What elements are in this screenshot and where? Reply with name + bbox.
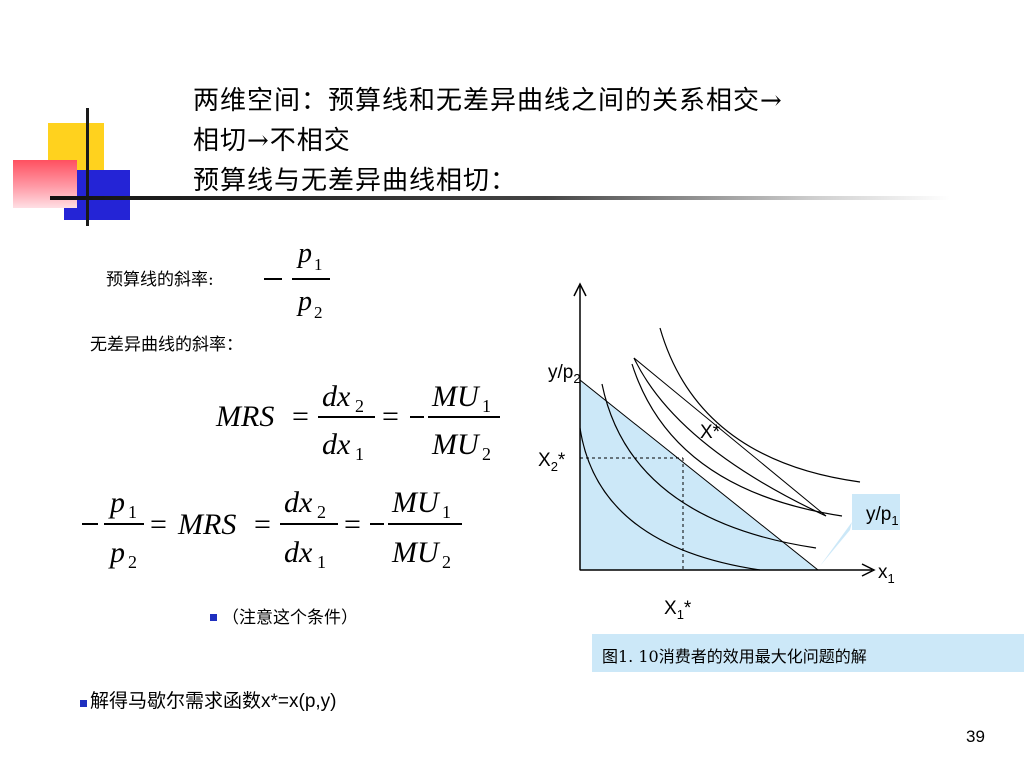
indifference-curve-mid bbox=[631, 363, 843, 517]
svg-text:p: p bbox=[108, 486, 125, 519]
preferred-region bbox=[633, 357, 827, 517]
svg-text:MU: MU bbox=[431, 428, 481, 461]
title-line-2: 相切→不相交 bbox=[193, 126, 351, 156]
svg-text:1: 1 bbox=[128, 502, 137, 522]
utility-max-figure: y/p2 X2* X* y/p1 x1 X1* bbox=[538, 282, 900, 622]
svg-text:1: 1 bbox=[442, 502, 451, 522]
callout-pointer bbox=[820, 522, 852, 566]
svg-text:MU: MU bbox=[391, 486, 441, 519]
svg-text:2: 2 bbox=[442, 552, 451, 572]
svg-text:=: = bbox=[292, 400, 309, 433]
svg-text:2: 2 bbox=[355, 396, 364, 416]
svg-text:=: = bbox=[344, 508, 361, 541]
svg-text:dx: dx bbox=[322, 380, 351, 413]
y-axis-arrow bbox=[573, 282, 587, 297]
budget-slope-label: 预算线的斜率: bbox=[106, 270, 214, 290]
indifference-curve-low bbox=[579, 427, 761, 571]
indifference-curve-high bbox=[659, 327, 861, 483]
figure-caption-box bbox=[592, 634, 1024, 672]
note-text: （注意这个条件） bbox=[222, 608, 358, 628]
logo-vertical-line bbox=[86, 108, 89, 226]
svg-text:dx: dx bbox=[322, 428, 351, 461]
y-axis-label: y/p2 bbox=[548, 362, 581, 386]
svg-text:MRS: MRS bbox=[177, 508, 236, 541]
mrs-formula: MRS = dx 2 dx 1 = MU 1 MU 2 bbox=[215, 380, 500, 464]
svg-text:2: 2 bbox=[317, 502, 326, 522]
svg-text:1: 1 bbox=[314, 255, 323, 274]
svg-text:dx: dx bbox=[284, 486, 313, 519]
svg-text:2: 2 bbox=[128, 552, 137, 572]
red-region-boundary bbox=[633, 357, 827, 517]
bullet-marker bbox=[210, 614, 217, 621]
x1-star-label: X1* bbox=[664, 598, 692, 622]
marshallian-demand-prefix: 解得马歇尔需求函数 bbox=[90, 690, 262, 712]
title-line-1: 两维空间：预算线和无差异曲线之间的关系相交→ bbox=[193, 86, 783, 116]
marshallian-demand-formula: x*=x(p,y) bbox=[261, 691, 337, 712]
svg-text:p: p bbox=[296, 286, 312, 317]
callout-label: y/p1 bbox=[866, 504, 899, 528]
svg-text:p: p bbox=[296, 238, 312, 269]
svg-text:MU: MU bbox=[431, 380, 481, 413]
svg-text:=: = bbox=[150, 508, 167, 541]
indifference-slope-label: 无差异曲线的斜率： bbox=[90, 335, 243, 355]
svg-text:dx: dx bbox=[284, 536, 313, 569]
title-line-3: 预算线与无差异曲线相切： bbox=[193, 166, 518, 196]
indifference-curve-tangent bbox=[601, 383, 817, 549]
bullet-marker bbox=[80, 700, 87, 707]
svg-text:=: = bbox=[254, 508, 271, 541]
logo-red-square bbox=[13, 160, 77, 208]
svg-text:1: 1 bbox=[355, 444, 364, 464]
svg-text:=: = bbox=[382, 400, 399, 433]
svg-text:p: p bbox=[108, 536, 125, 569]
x-axis-label: x1 bbox=[878, 562, 895, 586]
callout-box bbox=[852, 494, 900, 530]
title-underline bbox=[50, 196, 950, 200]
optimum-label: X* bbox=[700, 422, 721, 443]
page-number: 39 bbox=[966, 727, 985, 746]
svg-text:MRS: MRS bbox=[215, 400, 274, 433]
svg-text:2: 2 bbox=[482, 444, 491, 464]
figure-caption: 图1. 10消费者的效用最大化问题的解 bbox=[602, 647, 867, 666]
svg-text:1: 1 bbox=[482, 396, 491, 416]
marshallian-demand-text: 解得马歇尔需求函数x*=x(p,y) bbox=[90, 686, 337, 713]
x2-star-label: X2* bbox=[538, 450, 566, 474]
svg-text:2: 2 bbox=[314, 303, 323, 322]
x-axis-arrow bbox=[861, 563, 876, 577]
svg-text:1: 1 bbox=[317, 552, 326, 572]
svg-text:MU: MU bbox=[391, 536, 441, 569]
